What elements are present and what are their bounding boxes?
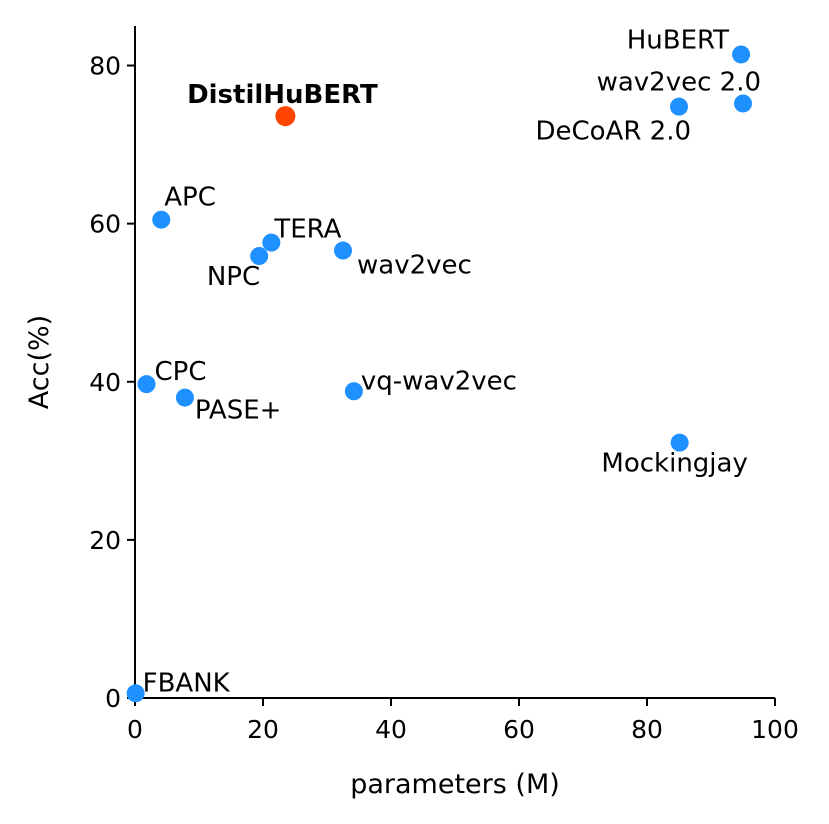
point-label-apc: APC	[164, 183, 216, 213]
data-points	[126, 45, 752, 703]
x-tick-label: 0	[127, 715, 143, 744]
data-point-distilhubert	[275, 106, 296, 127]
y-tick-label: 80	[89, 52, 121, 81]
point-label-wav2vec: wav2vec	[357, 251, 472, 281]
point-label-pase-: PASE+	[195, 396, 282, 426]
y-axis-title: Acc(%)	[24, 315, 55, 409]
axes	[134, 26, 775, 699]
point-label-fbank: FBANK	[143, 668, 231, 698]
x-ticks: 0 20 40 60 80 100	[127, 698, 799, 744]
data-point-wav2vec-2-0	[734, 94, 752, 113]
x-axis-title: parameters (M)	[350, 769, 560, 800]
point-label-mockingjay: Mockingjay	[601, 449, 747, 479]
x-tick-label: 100	[751, 715, 799, 744]
point-label-tera: TERA	[273, 215, 341, 245]
y-ticks: 0 20 40 60 80	[89, 52, 135, 713]
point-label-wav2vec-2-0: wav2vec 2.0	[597, 67, 761, 97]
data-point-pase-	[175, 388, 194, 407]
x-tick-label: 40	[375, 715, 407, 744]
y-tick-label: 0	[105, 684, 121, 713]
data-point-cpc	[137, 375, 156, 394]
data-point-fbank	[126, 684, 145, 703]
point-label-distilhubert: DistilHuBERT	[187, 80, 378, 110]
data-point-wav2vec	[334, 241, 352, 260]
data-point-npc	[250, 247, 269, 266]
y-tick-label: 60	[89, 210, 121, 239]
data-point-tera	[262, 233, 281, 252]
point-labels: FBANK CPC PASE+ APC NPC TERA DistilHuBERT wav2v…	[143, 25, 761, 698]
point-label-cpc: CPC	[155, 357, 207, 387]
data-point-mockingjay	[670, 433, 689, 452]
x-tick-label: 20	[247, 715, 279, 744]
y-tick-label: 40	[89, 368, 121, 397]
x-tick-label: 60	[503, 715, 535, 744]
data-point-decoar-2-0	[670, 97, 688, 116]
x-tick-label: 80	[631, 715, 663, 744]
point-label-npc: NPC	[207, 262, 260, 292]
data-point-apc	[152, 210, 171, 229]
data-point-hubert	[732, 45, 751, 64]
point-label-hubert: HuBERT	[627, 25, 729, 55]
y-tick-label: 20	[89, 526, 121, 555]
data-point-vq-wav2vec	[344, 382, 363, 401]
point-label-decoar-2-0: DeCoAR 2.0	[535, 117, 691, 147]
point-label-vq-wav2vec: vq-wav2vec	[361, 366, 517, 396]
